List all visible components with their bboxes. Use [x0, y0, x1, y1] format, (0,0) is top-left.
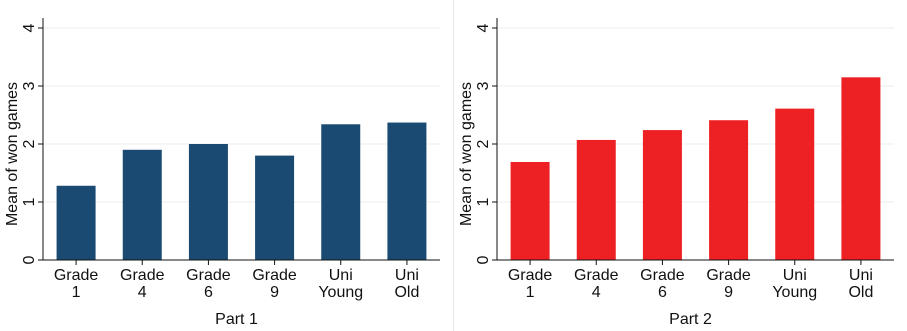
bar-part-1-3: [188, 144, 228, 260]
x-tick-label-part-1-3: Grade 6: [186, 267, 231, 301]
chart-svg-part-1: 0 1 2 3 4 Mean of won games Grade 1 Grade 4 Grade 6…: [4, 18, 440, 328]
x-tick-label-part-2-3: Grade 6: [640, 267, 685, 301]
y-tick-label-part-2: 3: [475, 81, 492, 90]
x-tick-label-part-2-2: Grade 4: [574, 267, 619, 301]
bar-part-1-2: [122, 149, 162, 260]
x-tick-label-part-1-2: Grade 4: [120, 267, 165, 301]
chart-panel-part-2: 0 1 2 3 4 Mean of won games Grade 1 Grade 4 Grade 6…: [454, 0, 907, 331]
x-tick-label-part-1-1: Grade 1: [54, 267, 99, 301]
y-tick-label-part-1: 4: [21, 23, 38, 32]
bar-part-2-6: [841, 77, 881, 260]
x-tick-label-part-1-6: Uni Old: [394, 267, 419, 301]
y-axis-title-part-1: Mean of won games: [4, 82, 21, 226]
y-tick-label-part-1: 0: [21, 255, 38, 264]
x-tick-label-part-2-4: Grade 9: [706, 267, 751, 301]
chart-panel-part-1: 0 1 2 3 4 Mean of won games Grade 1 Grade 4 Grade 6…: [0, 0, 453, 331]
bar-part-1-6: [387, 122, 427, 260]
bar-part-2-2: [576, 139, 616, 260]
x-tick-label-part-1-4: Grade 9: [252, 267, 297, 301]
bar-part-1-5: [321, 124, 361, 260]
y-tick-label-part-2: 0: [475, 255, 492, 264]
y-tick-label-part-2: 4: [475, 23, 492, 32]
y-tick-label-part-1: 2: [21, 139, 38, 148]
bar-part-1-1: [56, 185, 96, 260]
x-axis-title-part-1: Part 1: [215, 311, 258, 328]
y-tick-label-part-1: 1: [21, 197, 38, 206]
y-tick-label-part-1: 3: [21, 81, 38, 90]
y-tick-label-part-2: 2: [475, 139, 492, 148]
bar-part-2-5: [775, 108, 815, 261]
x-tick-label-part-2-5: Uni Young: [772, 267, 817, 301]
chart-svg-part-2: 0 1 2 3 4 Mean of won games Grade 1 Grade 4 Grade 6…: [458, 18, 894, 328]
bar-part-2-4: [709, 120, 749, 260]
bar-part-2-3: [642, 130, 682, 260]
x-tick-label-part-2-1: Grade 1: [508, 267, 553, 301]
x-tick-label-part-2-6: Uni Old: [848, 267, 873, 301]
x-tick-label-part-1-5: Uni Young: [318, 267, 363, 301]
bar-part-1-4: [255, 155, 295, 260]
bar-part-2-1: [510, 161, 550, 260]
y-axis-title-part-2: Mean of won games: [458, 82, 475, 226]
y-tick-label-part-2: 1: [475, 197, 492, 206]
x-axis-title-part-2: Part 2: [669, 311, 712, 328]
panel-divider: [453, 0, 454, 331]
